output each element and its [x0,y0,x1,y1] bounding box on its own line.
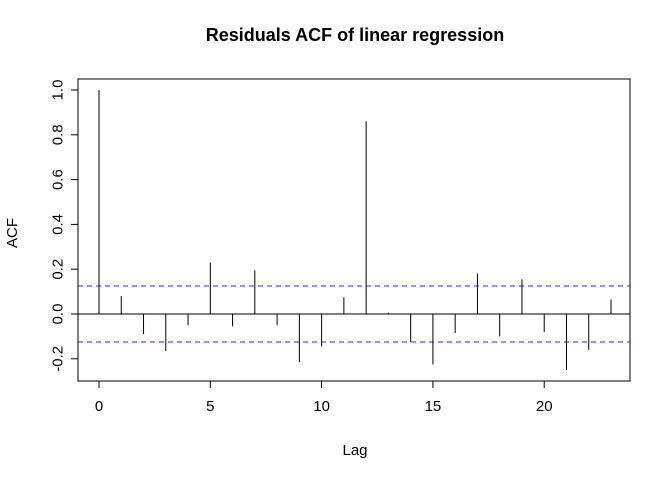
y-tick-label: 1.0 [50,80,67,101]
acf-bars [98,90,612,370]
x-tick-label: 10 [313,398,330,415]
chart-title: Residuals ACF of linear regression [206,25,504,45]
y-axis: -0.2 0.0 0.2 0.4 0.6 0.8 1.0 [50,80,79,372]
x-axis: 0 5 10 15 20 [95,380,553,415]
y-tick-label: 0.0 [50,304,67,325]
y-tick-label: 0.8 [50,124,67,145]
confidence-lines [78,285,630,343]
plot-frame [77,78,631,382]
y-axis-label: ACF [4,218,21,248]
y-tick-label: 0.2 [50,259,67,280]
y-tick-label: -0.2 [50,346,67,372]
x-tick-label: 5 [206,398,214,415]
y-tick-label: 0.6 [50,169,67,190]
x-tick-label: 0 [95,398,103,415]
x-axis-label: Lag [342,442,367,459]
x-tick-label: 20 [536,398,553,415]
y-tick-label: 0.4 [50,214,67,235]
x-tick-label: 15 [425,398,442,415]
